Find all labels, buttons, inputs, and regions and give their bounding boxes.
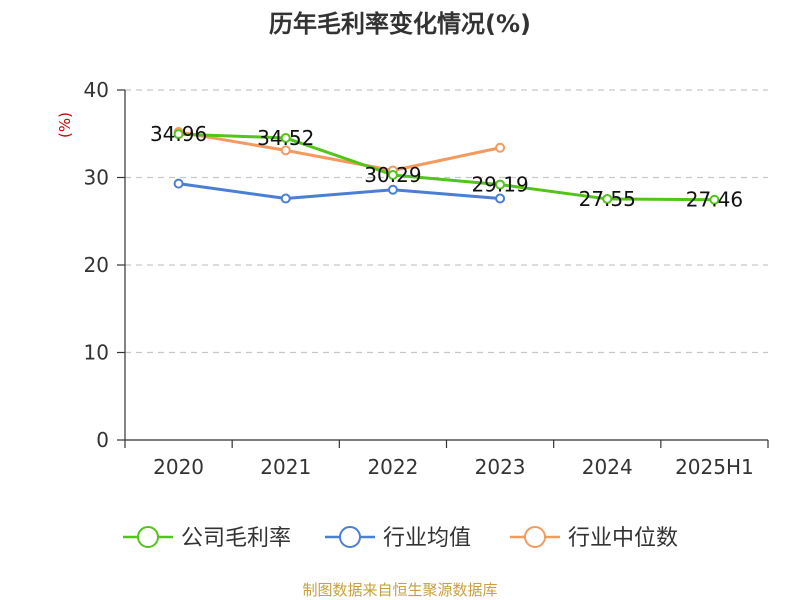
data-label-4: 27.55 [579,187,636,211]
series-2-point-3 [495,142,506,153]
series-1-point-3 [495,193,506,204]
legend-marker-2 [524,526,546,548]
x-tick-label-2022: 2022 [367,455,418,479]
y-tick-label-20: 20 [84,253,109,277]
x-tick-label-2023: 2023 [475,455,526,479]
series-0-point-5 [709,194,720,205]
series-1-point-0 [173,178,184,189]
tick-labels: 0 10 20 30 40 2020 2021 2022 2023 2024 2025H1 [84,78,754,479]
legend-marker-1 [339,526,361,548]
y-tick-label-40: 40 [84,78,109,102]
series-0-point-1 [280,132,291,143]
series-0-point-2 [387,169,398,180]
series-2-point-1 [280,145,291,156]
chart-title: 历年毛利率变化情况(%) [269,10,531,38]
data-label-3: 29.19 [471,173,528,197]
legend-item-2[interactable]: 行业中位数 [510,526,678,551]
data-labels: 34.96 34.52 30.29 29.19 27.55 27.46 [150,122,743,212]
x-tick-label-2020: 2020 [153,455,204,479]
series-0-point-4 [602,193,613,204]
legend-label-1: 行业均值 [383,526,471,551]
legend[interactable]: 公司毛利率 行业均值 行业中位数 [123,526,678,551]
data-label-0: 34.96 [150,122,207,146]
x-tick-label-2024: 2024 [582,455,633,479]
source-note: 制图数据来自恒生聚源数据库 [302,581,497,599]
series-1-point-1 [280,193,291,204]
y-tick-label-30: 30 [84,166,109,190]
series-line-1 [178,182,501,200]
series-0-point-3 [495,179,506,190]
data-label-1: 34.52 [257,126,314,150]
legend-label-2: 行业中位数 [568,526,678,551]
series-line-0 [178,132,715,202]
series-1 [173,178,506,204]
data-label-5: 27.46 [686,188,743,212]
legend-item-1[interactable]: 行业均值 [325,526,471,551]
y-tick-label-0: 0 [96,428,109,452]
legend-item-0[interactable]: 公司毛利率 [123,526,291,551]
y-tick-label-10: 10 [84,341,109,365]
axes [117,89,769,448]
series-line-2 [178,130,501,172]
legend-marker-0 [137,526,159,548]
legend-label-0: 公司毛利率 [181,526,291,551]
series-0-point-0 [173,129,184,140]
x-tick-label-2021: 2021 [260,455,311,479]
x-tick-label-2025H1: 2025H1 [675,455,754,479]
y-axis-unit: (%) [56,112,74,138]
series-1-point-2 [387,184,398,195]
data-label-2: 30.29 [364,163,421,187]
series-lines [173,127,720,205]
grid-lines [125,89,768,354]
series-0 [173,129,720,205]
